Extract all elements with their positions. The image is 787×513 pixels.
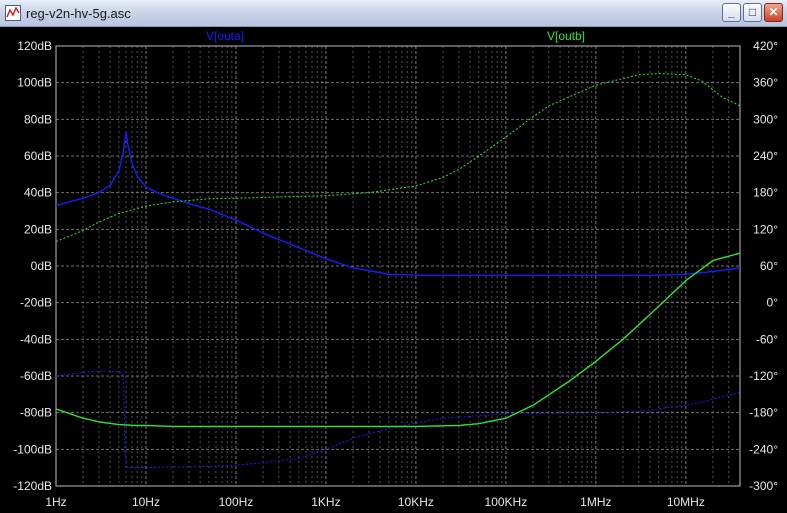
y-left-tick-label: 0dB <box>31 259 52 273</box>
bode-plot[interactable]: 120dB 100dB 80dB 60dB 40dB 20dB 0dB -20dB -40dB -… <box>0 27 787 513</box>
close-button[interactable]: ✕ <box>764 3 783 22</box>
y-left-tick-label: -80dB <box>20 406 52 420</box>
axis-labels: 120dB 100dB 80dB 60dB 40dB 20dB 0dB -20dB -40dB -… <box>13 39 778 509</box>
y-right-tick-label: 240° <box>753 149 778 163</box>
x-tick-label: 100Hz <box>219 495 254 509</box>
y-right-tick-label: 360° <box>753 76 778 90</box>
plot-frame <box>55 45 741 487</box>
y-left-tick-label: -100dB <box>13 442 52 456</box>
y-right-tick-label: -240° <box>749 442 778 456</box>
y-left-tick-label: -120dB <box>13 479 52 493</box>
window-title: reg-v2n-hv-5g.asc <box>26 6 131 21</box>
y-right-tick-label: 120° <box>753 222 778 236</box>
y-right-tick-label: 300° <box>753 112 778 126</box>
x-tick-label: 10KHz <box>398 495 434 509</box>
trace-v-outb-phase <box>55 72 741 243</box>
x-tick-label: 1KHz <box>311 495 340 509</box>
y-left-tick-label: 100dB <box>17 76 52 90</box>
y-left-tick-label: -40dB <box>20 332 52 346</box>
y-right-tick-label: 420° <box>753 39 778 53</box>
legend: V[outa] V[outb] <box>206 29 585 43</box>
y-right-tick-label: 0° <box>767 296 779 310</box>
y-right-tick-label: -60° <box>756 332 778 346</box>
y-left-tick-label: 20dB <box>24 222 52 236</box>
trace-v-outa-magnitude <box>55 132 741 276</box>
waveform-icon <box>5 5 21 21</box>
y-left-tick-label: 60dB <box>24 149 52 163</box>
legend-v-outb: V[outb] <box>547 29 585 43</box>
x-tick-label: 10Hz <box>132 495 160 509</box>
y-right-tick-label: -180° <box>749 406 778 420</box>
minimize-button[interactable]: _ <box>722 3 741 22</box>
legend-v-outa: V[outa] <box>206 29 244 43</box>
title-bar[interactable]: reg-v2n-hv-5g.asc _ □ ✕ <box>0 0 787 27</box>
x-tick-label: 1MHz <box>580 495 611 509</box>
y-right-tick-label: 60° <box>760 259 778 273</box>
y-right-tick-label: -300° <box>749 479 778 493</box>
y-left-tick-label: -60dB <box>20 369 52 383</box>
trace-v-outa-phase <box>55 370 741 469</box>
y-left-tick-label: -20dB <box>20 296 52 310</box>
grid-lines <box>55 45 741 487</box>
trace-v-outb-magnitude <box>55 252 741 428</box>
y-left-tick-label: 120dB <box>17 39 52 53</box>
y-right-tick-label: -120° <box>749 369 778 383</box>
y-left-tick-label: 40dB <box>24 186 52 200</box>
x-tick-label: 1Hz <box>45 495 66 509</box>
traces <box>55 72 741 469</box>
y-left-tick-label: 80dB <box>24 112 52 126</box>
maximize-button[interactable]: □ <box>743 3 762 22</box>
y-right-tick-label: 180° <box>753 186 778 200</box>
x-tick-label: 10MHz <box>667 495 705 509</box>
x-tick-label: 100KHz <box>485 495 528 509</box>
